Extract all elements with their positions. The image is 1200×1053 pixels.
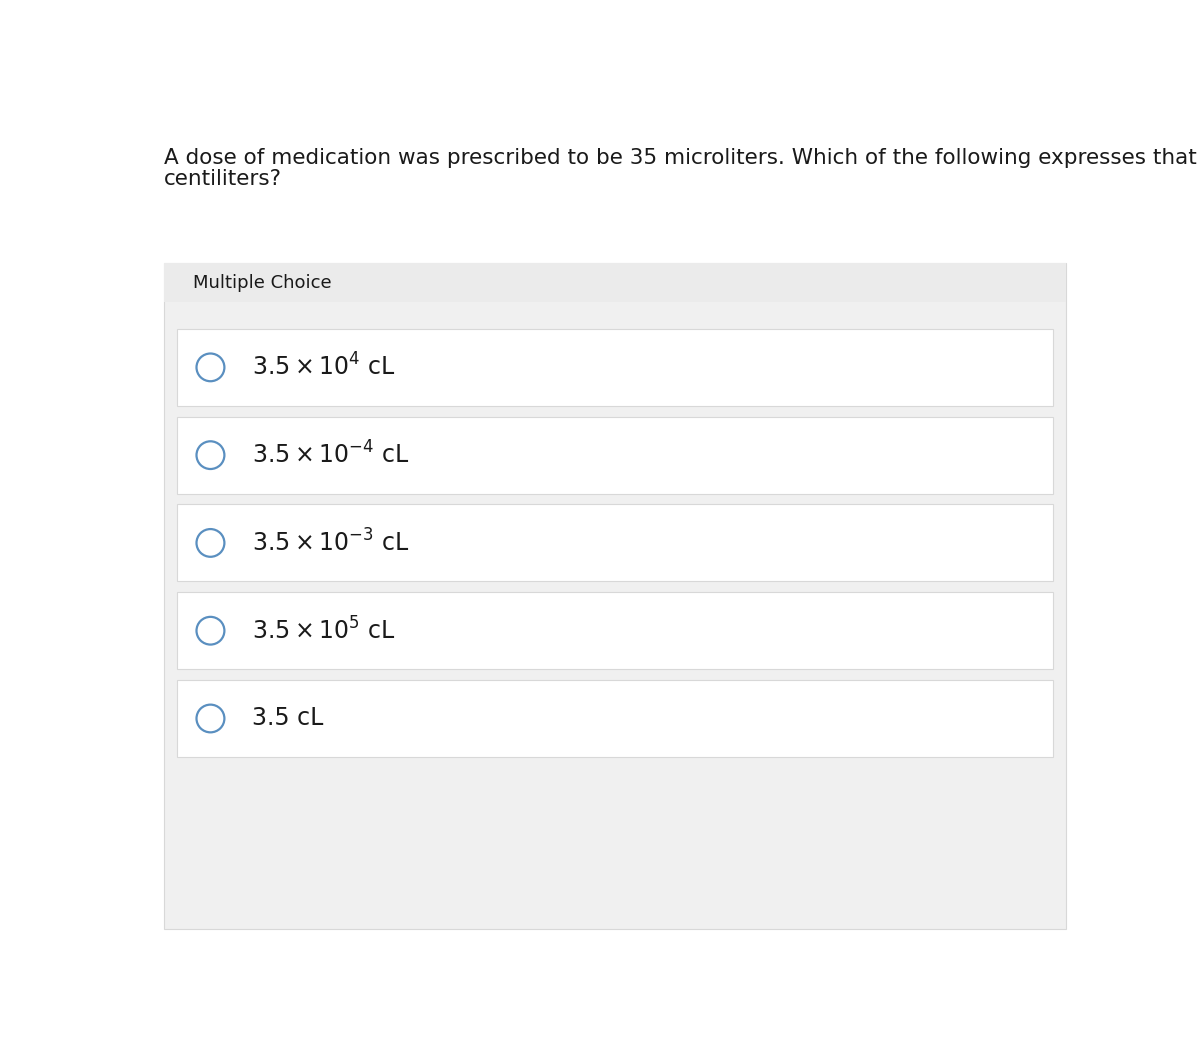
FancyBboxPatch shape xyxy=(178,592,1052,670)
FancyBboxPatch shape xyxy=(178,680,1052,757)
FancyBboxPatch shape xyxy=(164,263,1066,302)
Text: $3.5 \times 10^{-3}$ cL: $3.5 \times 10^{-3}$ cL xyxy=(252,530,410,557)
Text: $3.5 \times 10^{5}$ cL: $3.5 \times 10^{5}$ cL xyxy=(252,617,396,644)
Text: Multiple Choice: Multiple Choice xyxy=(193,274,332,292)
Text: $3.5 \times 10^{-4}$ cL: $3.5 \times 10^{-4}$ cL xyxy=(252,441,410,469)
FancyBboxPatch shape xyxy=(178,504,1052,581)
FancyBboxPatch shape xyxy=(178,417,1052,494)
Text: $3.5 \times 10^{4}$ cL: $3.5 \times 10^{4}$ cL xyxy=(252,354,396,381)
FancyBboxPatch shape xyxy=(178,329,1052,405)
FancyBboxPatch shape xyxy=(164,263,1066,930)
Text: A dose of medication was prescribed to be 35 microliters. Which of the following: A dose of medication was prescribed to b… xyxy=(164,147,1200,167)
Text: 3.5 cL: 3.5 cL xyxy=(252,707,324,731)
Text: centiliters?: centiliters? xyxy=(164,170,282,190)
